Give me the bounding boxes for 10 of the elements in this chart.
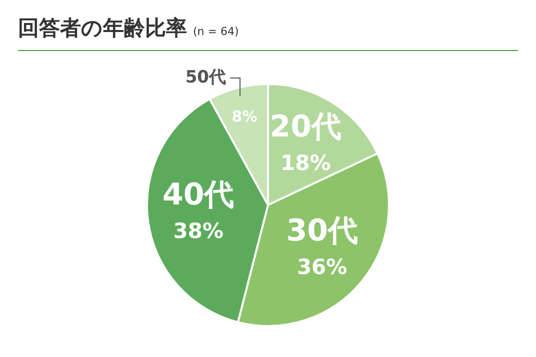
chart-title: 回答者の年齢比率 (18, 16, 187, 40)
slice-label: 40代 (162, 178, 234, 213)
data-label: 18% (280, 151, 331, 176)
chart-subtitle: (n = 64) (193, 25, 239, 38)
slice-label: 50代 (185, 67, 226, 88)
data-label: 8% (232, 107, 258, 126)
slice-label: 20代 (270, 110, 342, 145)
data-label: 36% (296, 255, 348, 280)
slice-label: 30代 (286, 214, 358, 249)
data-label: 38% (173, 219, 224, 244)
